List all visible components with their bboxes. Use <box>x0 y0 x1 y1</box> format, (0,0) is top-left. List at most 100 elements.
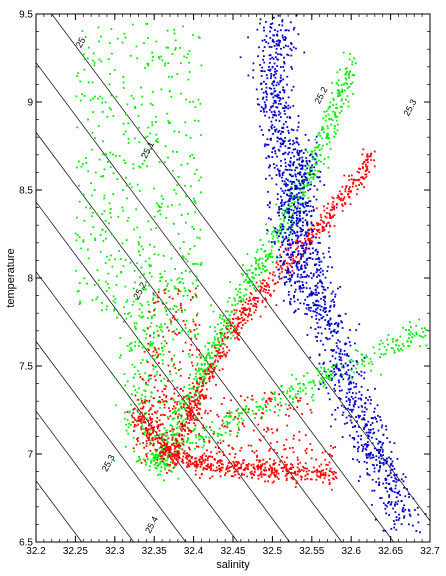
data-point <box>221 327 223 330</box>
data-point <box>348 186 351 188</box>
data-point <box>277 94 280 97</box>
data-point <box>361 177 364 179</box>
data-point <box>248 408 250 411</box>
data-point <box>364 163 367 166</box>
data-point <box>303 234 306 237</box>
data-point <box>210 304 213 307</box>
data-point <box>294 205 297 208</box>
data-point <box>112 295 115 298</box>
data-point <box>199 466 202 468</box>
data-point <box>351 81 354 84</box>
data-point <box>143 433 146 436</box>
data-point <box>140 266 143 269</box>
data-point <box>156 356 159 358</box>
data-point <box>149 449 152 452</box>
data-point <box>160 195 163 198</box>
data-point <box>289 221 292 224</box>
data-point <box>141 394 143 396</box>
data-point <box>323 184 326 186</box>
data-point <box>168 448 171 450</box>
data-point <box>147 375 150 377</box>
data-point <box>173 466 176 469</box>
data-point <box>295 262 298 265</box>
data-point <box>313 228 316 230</box>
data-point <box>260 129 263 131</box>
data-point <box>193 463 196 466</box>
data-point <box>323 308 326 311</box>
data-point <box>194 399 197 401</box>
data-point <box>314 285 317 287</box>
data-point <box>289 271 292 274</box>
data-point <box>191 400 193 403</box>
data-point <box>132 385 135 388</box>
data-point <box>347 190 350 193</box>
data-point <box>246 276 249 279</box>
data-point <box>303 275 306 278</box>
data-point <box>206 412 209 415</box>
data-point <box>227 322 230 325</box>
data-point <box>264 480 266 483</box>
data-point <box>343 422 346 425</box>
data-point <box>209 363 212 366</box>
data-point <box>114 377 117 380</box>
data-point <box>330 217 333 220</box>
data-point <box>167 156 169 159</box>
data-point <box>329 118 331 121</box>
data-point <box>290 197 292 200</box>
data-point <box>180 429 183 432</box>
data-point <box>135 45 138 48</box>
data-point <box>259 406 262 409</box>
data-point <box>272 34 275 37</box>
data-point <box>223 397 226 399</box>
data-point <box>279 116 282 118</box>
data-point <box>330 348 333 351</box>
data-point <box>303 186 305 189</box>
data-point <box>240 406 243 409</box>
data-point <box>152 444 155 447</box>
data-point <box>273 146 276 149</box>
data-point <box>181 438 184 441</box>
data-point <box>217 460 220 463</box>
data-point <box>284 413 287 416</box>
data-point <box>247 36 249 39</box>
data-point <box>90 182 93 185</box>
data-point <box>334 471 337 474</box>
data-point <box>312 236 315 238</box>
data-point <box>200 473 203 476</box>
data-point <box>328 325 331 327</box>
data-point <box>286 211 289 214</box>
data-point <box>162 413 165 416</box>
data-point <box>222 426 225 428</box>
data-point <box>327 113 330 116</box>
data-point <box>140 416 143 419</box>
data-point <box>297 383 300 385</box>
data-point <box>273 126 276 129</box>
data-point <box>355 416 358 418</box>
isopycnal-lines <box>36 14 430 542</box>
data-point <box>280 404 283 407</box>
data-point <box>194 106 197 108</box>
data-point <box>348 374 351 377</box>
data-point <box>153 459 155 462</box>
data-point <box>285 210 288 213</box>
data-point <box>398 349 400 352</box>
data-point <box>241 472 243 475</box>
data-point <box>320 280 323 283</box>
data-point <box>182 406 185 409</box>
data-point <box>350 178 353 181</box>
data-point <box>149 433 152 436</box>
data-point <box>248 296 251 299</box>
data-point <box>373 407 376 410</box>
data-point <box>169 453 172 456</box>
data-point <box>156 434 158 436</box>
data-point <box>106 115 109 118</box>
data-point <box>348 175 350 177</box>
data-point <box>176 401 179 404</box>
data-point <box>317 470 320 473</box>
data-point <box>140 397 143 400</box>
data-point <box>393 491 396 494</box>
data-point <box>310 176 312 179</box>
data-point <box>302 192 305 195</box>
data-point <box>290 194 292 197</box>
data-point <box>201 456 204 459</box>
